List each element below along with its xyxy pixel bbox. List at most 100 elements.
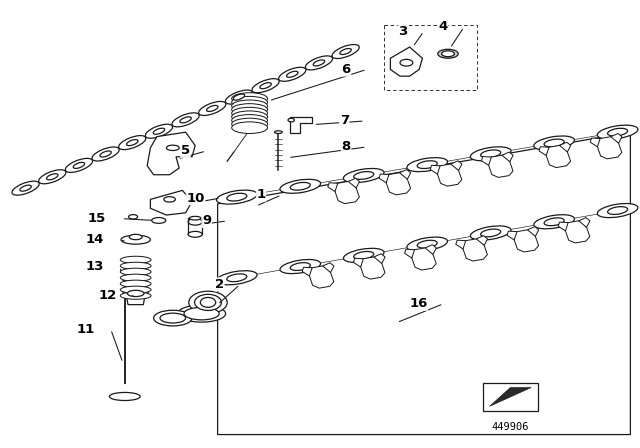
Ellipse shape [227, 193, 247, 201]
Ellipse shape [195, 294, 221, 310]
Polygon shape [539, 147, 549, 155]
Polygon shape [386, 172, 411, 195]
Ellipse shape [216, 190, 257, 204]
Polygon shape [507, 231, 517, 240]
Ellipse shape [288, 118, 294, 122]
Ellipse shape [127, 140, 138, 146]
Ellipse shape [152, 217, 166, 223]
Text: 5: 5 [181, 144, 190, 158]
Polygon shape [430, 165, 440, 174]
Polygon shape [399, 169, 411, 179]
Ellipse shape [417, 161, 437, 168]
Ellipse shape [291, 182, 310, 190]
Ellipse shape [123, 289, 148, 298]
Ellipse shape [407, 158, 447, 172]
Polygon shape [476, 236, 488, 246]
Ellipse shape [153, 128, 164, 134]
Text: 15: 15 [87, 212, 106, 225]
Ellipse shape [145, 124, 173, 138]
Ellipse shape [344, 168, 384, 182]
Polygon shape [611, 134, 622, 143]
Ellipse shape [129, 234, 142, 240]
Ellipse shape [12, 181, 39, 195]
Ellipse shape [534, 136, 575, 150]
Polygon shape [309, 266, 334, 288]
Ellipse shape [118, 136, 146, 150]
Ellipse shape [65, 159, 93, 172]
Ellipse shape [216, 271, 257, 285]
Ellipse shape [92, 147, 119, 161]
Ellipse shape [227, 274, 247, 282]
Ellipse shape [120, 292, 151, 299]
Text: 11: 11 [76, 323, 95, 336]
Ellipse shape [232, 115, 268, 126]
Polygon shape [559, 142, 571, 152]
Ellipse shape [188, 231, 202, 237]
Ellipse shape [597, 203, 638, 218]
Ellipse shape [189, 291, 227, 314]
Ellipse shape [287, 71, 298, 78]
Ellipse shape [417, 240, 437, 248]
Ellipse shape [232, 111, 268, 123]
Ellipse shape [160, 313, 186, 323]
Text: 449906: 449906 [492, 422, 529, 432]
Ellipse shape [544, 218, 564, 226]
Polygon shape [514, 229, 539, 252]
Ellipse shape [120, 262, 151, 269]
Polygon shape [404, 249, 415, 258]
Text: 2: 2 [215, 278, 224, 291]
Polygon shape [353, 258, 364, 267]
Ellipse shape [291, 263, 310, 271]
Polygon shape [579, 218, 590, 227]
Ellipse shape [232, 118, 268, 130]
Polygon shape [437, 164, 462, 186]
Ellipse shape [232, 96, 268, 108]
Polygon shape [150, 190, 192, 215]
Ellipse shape [188, 218, 202, 225]
Ellipse shape [207, 105, 218, 112]
Ellipse shape [120, 268, 151, 276]
Ellipse shape [313, 60, 324, 66]
Ellipse shape [121, 235, 150, 244]
Ellipse shape [260, 83, 271, 89]
Ellipse shape [198, 101, 226, 116]
Text: 6: 6 [342, 63, 351, 76]
Text: 14: 14 [85, 233, 104, 246]
Polygon shape [502, 152, 513, 162]
Ellipse shape [275, 131, 282, 134]
Ellipse shape [481, 229, 500, 237]
Ellipse shape [407, 237, 447, 251]
Ellipse shape [178, 305, 226, 322]
Ellipse shape [278, 67, 306, 81]
Ellipse shape [354, 172, 374, 179]
Text: 13: 13 [85, 260, 104, 273]
Polygon shape [546, 145, 571, 168]
Polygon shape [335, 181, 360, 203]
Ellipse shape [481, 150, 500, 158]
Ellipse shape [180, 117, 191, 123]
Ellipse shape [232, 93, 268, 104]
Ellipse shape [280, 179, 321, 193]
Ellipse shape [597, 125, 638, 139]
Polygon shape [481, 156, 492, 165]
Ellipse shape [233, 94, 244, 100]
Ellipse shape [100, 151, 111, 157]
Ellipse shape [354, 251, 374, 259]
Ellipse shape [280, 259, 321, 274]
Ellipse shape [20, 185, 31, 191]
Ellipse shape [38, 170, 66, 184]
Ellipse shape [120, 256, 151, 263]
Polygon shape [597, 136, 622, 159]
FancyBboxPatch shape [483, 383, 538, 411]
Ellipse shape [154, 310, 192, 326]
Ellipse shape [442, 51, 454, 56]
Ellipse shape [166, 145, 179, 151]
Polygon shape [328, 183, 338, 192]
Ellipse shape [544, 139, 564, 147]
Polygon shape [558, 222, 568, 231]
Ellipse shape [470, 147, 511, 161]
Ellipse shape [120, 286, 151, 293]
Polygon shape [302, 267, 312, 276]
Ellipse shape [200, 297, 216, 307]
Text: 9: 9 [202, 214, 211, 228]
